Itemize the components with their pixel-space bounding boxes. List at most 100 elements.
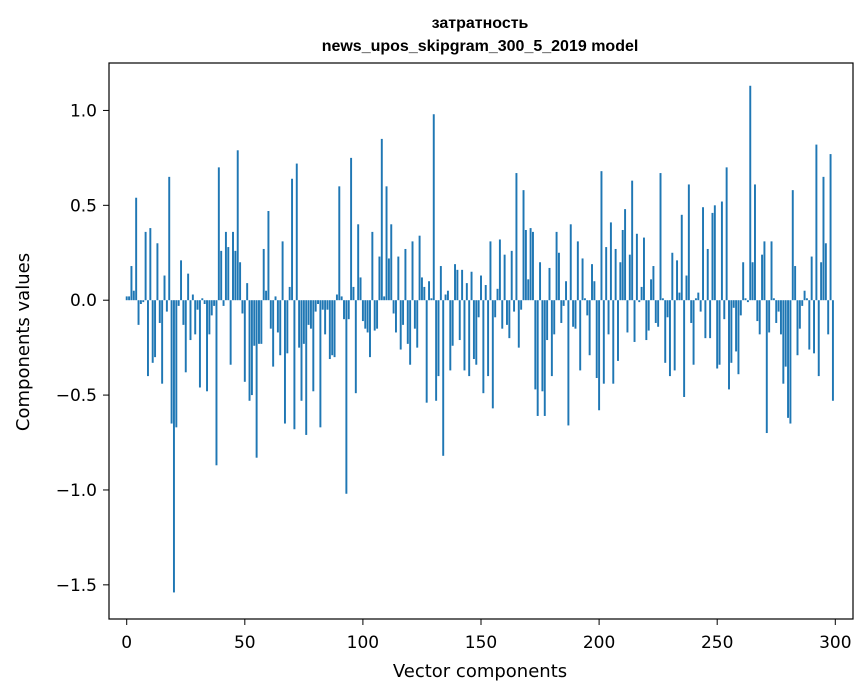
bar [446,290,449,301]
bar [702,207,704,301]
bar [645,300,648,341]
bar [461,269,464,301]
bar [154,300,157,358]
bar [281,241,284,301]
bar [395,300,397,333]
bar [187,273,190,301]
bar [470,271,473,301]
bar [413,300,416,329]
bar [600,171,603,301]
bar [746,300,749,303]
x-tick-label: 0 [121,633,132,653]
bar [253,300,256,346]
bar [328,300,331,360]
bar [149,228,152,301]
bar [520,300,523,310]
bar [829,154,832,301]
bar [314,300,317,312]
bar [220,250,223,301]
bar [775,300,778,323]
bar [779,300,782,335]
bar [288,286,291,301]
bar [824,243,827,301]
bar [331,300,334,356]
bar [508,300,511,339]
bar [378,256,381,301]
bar [454,264,456,301]
bar [272,300,275,367]
bar [357,224,360,301]
bar [404,248,407,301]
bar [728,300,730,390]
bar [595,300,598,378]
bar [161,300,164,384]
bar [789,300,792,424]
bar [631,180,634,301]
bar [531,231,534,301]
bar [411,241,414,301]
bar [515,173,518,301]
bar [482,300,485,394]
bar [255,300,258,458]
bar [680,214,683,301]
bar [754,184,756,301]
bar [565,281,567,301]
bar [196,300,199,310]
bar [475,300,478,365]
bar [168,176,171,301]
bar [765,300,768,434]
bar [189,300,192,341]
bar [369,300,371,358]
bar [586,300,589,316]
bar [269,300,272,329]
bar [744,298,747,301]
bar [659,173,662,301]
bar [213,300,216,306]
bar [234,250,237,301]
bar [640,286,643,301]
bar [742,262,745,301]
bar [182,300,185,325]
bar [709,300,712,339]
bar [673,300,676,371]
bar [333,300,336,358]
bar [373,300,376,331]
bar [258,300,260,344]
bar [801,300,804,306]
bar [756,300,759,322]
bar [676,260,679,301]
bar [298,300,301,348]
bar [758,300,761,335]
bar [366,300,369,333]
bar [638,300,641,303]
bar [246,283,249,301]
bar [338,186,341,301]
bar [593,281,596,301]
bar [501,300,504,329]
bar [706,248,709,301]
bar [711,212,714,301]
x-axis-ticks: 0 50 100 150 200 250 300 [121,619,852,653]
bar [591,264,593,301]
bar [435,300,438,401]
bar [180,260,183,301]
bar [241,300,244,314]
bar [803,290,806,301]
bar [815,144,818,301]
bar [243,300,246,382]
bar [723,300,726,320]
bar [222,300,225,306]
bar [735,300,738,352]
bar [739,300,742,316]
bar [229,300,232,365]
bar [135,197,138,301]
bar [465,283,468,301]
bar [772,298,775,301]
bar [685,275,688,301]
bar [704,300,707,339]
bar [345,300,348,494]
bar [392,300,395,314]
bar [236,150,239,301]
bar [522,190,525,301]
bar [730,300,733,363]
